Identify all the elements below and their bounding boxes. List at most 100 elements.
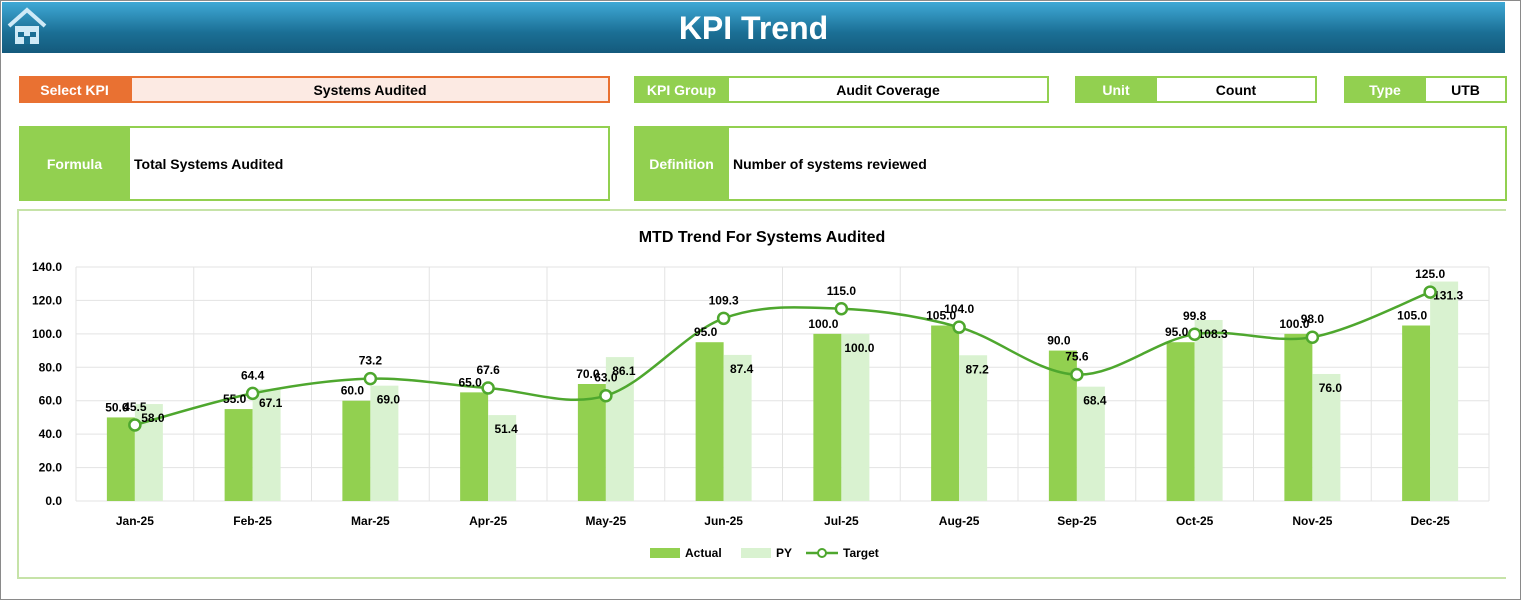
data-label-actual: 90.0 [1047, 334, 1071, 348]
data-label-target: 99.8 [1183, 309, 1207, 323]
data-label-py: 86.1 [612, 364, 636, 378]
target-marker [716, 311, 731, 326]
target-marker [245, 386, 260, 401]
bar-actual [224, 409, 253, 501]
y-tick-label: 140.0 [32, 260, 62, 274]
bar-actual [342, 400, 371, 501]
x-tick-label: Jul-25 [824, 514, 859, 528]
type-label: Type [1344, 76, 1426, 103]
formula-label: Formula [19, 126, 130, 201]
data-label-target: 75.6 [1065, 350, 1089, 364]
target-marker [481, 381, 495, 395]
legend-marker-target [817, 548, 827, 558]
select-kpi-label: Select KPI [19, 76, 130, 103]
data-label-target: 98.0 [1301, 312, 1325, 326]
x-tick-label: Aug-25 [939, 514, 980, 528]
data-label-py: 58.0 [141, 411, 165, 425]
bar-actual [813, 333, 842, 501]
data-label-py: 69.0 [377, 393, 401, 407]
bar-py [488, 415, 517, 501]
y-tick-label: 80.0 [39, 360, 63, 374]
target-marker [599, 388, 613, 403]
y-tick-label: 40.0 [39, 427, 63, 441]
data-label-target: 45.5 [123, 400, 147, 414]
x-tick-label: Sep-25 [1057, 514, 1097, 528]
bar-actual [1166, 342, 1195, 501]
bar-py [1194, 319, 1223, 501]
data-label-target: 73.2 [359, 354, 383, 368]
data-label-actual: 65.0 [458, 375, 482, 389]
bar-actual [106, 417, 135, 501]
data-label-actual: 100.0 [808, 317, 838, 331]
bar-py [841, 333, 870, 501]
data-label-target: 67.6 [476, 363, 500, 377]
legend-swatch-actual [650, 548, 680, 558]
bar-py [723, 354, 752, 501]
data-label-py: 108.3 [1198, 327, 1228, 341]
unit-value: Count [1155, 76, 1317, 103]
data-label-py: 51.4 [494, 422, 518, 436]
target-marker [1070, 367, 1084, 382]
data-label-actual: 70.0 [576, 367, 600, 381]
target-marker [1305, 330, 1320, 344]
header-bar: KPI Trend [2, 2, 1505, 53]
bar-py [1312, 373, 1341, 501]
bar-actual [577, 384, 606, 501]
data-label-py: 87.2 [965, 362, 989, 376]
target-marker [1187, 327, 1202, 341]
bar-py [959, 355, 988, 501]
legend-label-actual: Actual [685, 546, 722, 560]
data-label-py: 87.4 [730, 362, 754, 376]
x-tick-label: Oct-25 [1176, 514, 1214, 528]
data-label-target: 63.0 [594, 371, 618, 385]
y-tick-label: 0.0 [45, 494, 62, 508]
data-label-py: 76.0 [1319, 381, 1343, 395]
data-label-py: 68.4 [1083, 394, 1107, 408]
page-title: KPI Trend [678, 10, 829, 46]
chart-title: MTD Trend For Systems Audited [639, 229, 886, 246]
data-label-actual: 95.0 [694, 325, 718, 339]
data-label-actual: 105.0 [926, 309, 956, 323]
bar-py [252, 388, 281, 501]
target-marker [952, 320, 966, 334]
x-tick-label: Feb-25 [233, 514, 272, 528]
data-label-actual: 100.0 [1279, 317, 1309, 331]
data-label-actual: 50.0 [105, 400, 129, 414]
target-marker [1423, 285, 1437, 299]
target-marker [834, 302, 849, 316]
kpi-group-value: Audit Coverage [727, 76, 1049, 103]
unit-label: Unit [1075, 76, 1157, 103]
definition-value: Number of systems reviewed [727, 126, 1507, 201]
y-tick-label: 20.0 [39, 461, 63, 475]
x-tick-label: Jun-25 [704, 514, 743, 528]
select-kpi-dropdown[interactable]: Systems Audited [130, 76, 610, 103]
bar-actual [1402, 325, 1431, 501]
bar-actual [931, 325, 960, 501]
data-label-target: 64.4 [241, 368, 265, 382]
chart-container [17, 209, 1506, 579]
data-label-actual: 105.0 [1397, 309, 1427, 323]
formula-value: Total Systems Audited [128, 126, 610, 201]
x-tick-label: Jan-25 [116, 514, 154, 528]
bar-py [1076, 386, 1105, 501]
data-label-target: 115.0 [827, 284, 857, 298]
bar-actual [1284, 333, 1313, 501]
data-label-actual: 55.0 [223, 392, 247, 406]
data-label-target: 104.0 [944, 302, 974, 316]
bar-py [370, 385, 399, 501]
target-line [134, 290, 1431, 427]
data-label-actual: 60.0 [341, 384, 365, 398]
bar-py [1430, 281, 1459, 501]
data-label-actual: 95.0 [1165, 325, 1189, 339]
legend-swatch-py [741, 548, 771, 558]
data-label-target: 125.0 [1415, 267, 1445, 281]
data-label-target: 109.3 [709, 293, 739, 307]
legend-label-py: PY [776, 546, 792, 560]
data-label-py: 67.1 [259, 396, 283, 410]
home-icon[interactable] [6, 6, 48, 46]
x-tick-label: Nov-25 [1292, 514, 1332, 528]
x-tick-label: Dec-25 [1410, 514, 1450, 528]
x-tick-label: Mar-25 [351, 514, 390, 528]
type-value: UTB [1424, 76, 1507, 103]
